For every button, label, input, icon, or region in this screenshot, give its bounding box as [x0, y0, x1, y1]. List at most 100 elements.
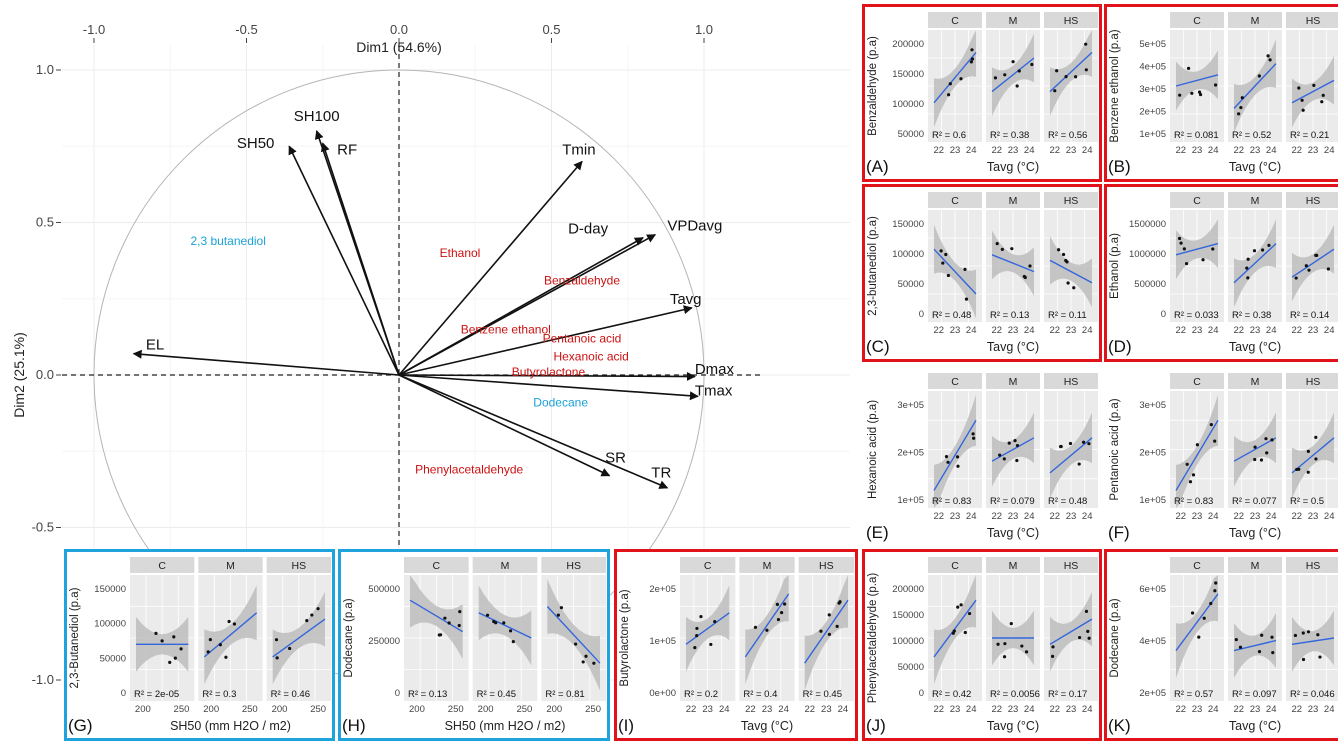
facet-strip-label: C [704, 560, 712, 572]
data-point [1058, 444, 1063, 449]
panel-x-axis-title: Tavg (°C) [987, 526, 1039, 540]
regression-line [1175, 74, 1219, 87]
panel-x-tick-label: 22 [934, 145, 945, 156]
panel-x-tick-label: 22 [1292, 704, 1303, 715]
r-squared-label: R² = 0.46 [271, 689, 310, 700]
data-point [695, 626, 699, 631]
panel-x-axis-title: Tavg (°C) [1229, 340, 1281, 354]
panel-x-tick-label: 23 [1066, 325, 1077, 336]
panel-x-tick-label: 23 [1308, 511, 1319, 522]
panel-y-tick-label: 200000 [892, 584, 924, 595]
regression-line [1049, 618, 1093, 645]
facet-strip [1044, 373, 1098, 389]
panel-y-axis-title: Butyrolactone (p.a) [619, 589, 631, 686]
regression-line [804, 599, 849, 664]
r-squared-label: R² = 0.45 [803, 689, 842, 700]
data-point [1003, 73, 1007, 77]
panel-x-tick-label: 23 [1192, 704, 1203, 715]
panel-y-tick-label: 100000 [892, 99, 924, 110]
y-tick-label: 0.0 [36, 367, 54, 382]
data-point [1015, 443, 1020, 448]
data-point [1017, 69, 1021, 73]
vector-tavg [398, 305, 693, 376]
regression-line [203, 612, 258, 658]
panel-x-tick-label: 24 [1324, 704, 1335, 715]
panel-x-tick-label: 24 [1082, 325, 1093, 336]
data-point [1053, 89, 1057, 93]
data-point [1209, 601, 1213, 606]
confidence-band [1176, 575, 1218, 678]
regression-line [1049, 259, 1093, 284]
panel-x-tick-label: 22 [1050, 145, 1061, 156]
facet-strip [1170, 557, 1224, 573]
panel-x-tick-label: 22 [1292, 325, 1303, 336]
r-squared-label: R² = 0.48 [1048, 496, 1087, 507]
r-squared-label: R² = 2e-05 [134, 689, 179, 700]
panel-frame [862, 184, 1102, 362]
r-squared-label: R² = 0.077 [1232, 496, 1277, 507]
facet-strip [1286, 557, 1338, 573]
data-point [1252, 249, 1257, 253]
vector-label: D-day [568, 221, 609, 238]
confidence-band [410, 575, 463, 660]
data-point [208, 637, 212, 642]
regression-line [1049, 51, 1093, 93]
data-point [556, 613, 560, 617]
panel-y-axis-title: Dodecane (p.a) [343, 598, 355, 677]
data-point [1271, 651, 1275, 655]
panel-x-tick-label: 22 [992, 704, 1003, 715]
data-point [1213, 439, 1217, 443]
facet-strip-label: HS [1064, 376, 1079, 388]
r-squared-label: R² = 0.38 [990, 130, 1029, 141]
facet-strip [986, 557, 1040, 573]
panel-x-tick-label: 22 [1292, 145, 1303, 156]
data-point [1086, 629, 1090, 633]
facet-strip-label: HS [566, 560, 581, 572]
data-point [946, 273, 951, 278]
y-axis-title: Dim2 (25.1%) [11, 332, 27, 418]
data-point [1190, 91, 1194, 95]
vector-tmin [398, 160, 583, 376]
data-point [956, 464, 960, 468]
panel-letter: (J) [866, 716, 886, 735]
panel-y-tick-label: 50000 [898, 129, 924, 140]
facet-strip-label: C [951, 560, 959, 572]
data-point [939, 249, 943, 253]
data-point [775, 602, 780, 606]
panel-y-axis-title: Ethanol (p.a) [1109, 233, 1121, 299]
panel-x-tick-label: 22 [934, 704, 945, 715]
panel-x-tick-label: 22 [1050, 704, 1061, 715]
vector-label: VPDavg [667, 218, 722, 235]
panel-letter: (C) [866, 337, 890, 356]
data-point [1209, 423, 1213, 427]
data-point [996, 642, 1000, 646]
data-point [1246, 257, 1250, 261]
facet-panel: Phenylacetaldehyde (p.a) 200000 150000 1000… [862, 549, 1102, 741]
data-point [1306, 630, 1311, 634]
panel-x-tick-label: 250 [310, 704, 326, 715]
panel-x-tick-label: 24 [966, 511, 977, 522]
panel-x-tick-label: 22 [934, 511, 945, 522]
x-tick-label: -0.5 [235, 22, 257, 37]
data-point [1270, 438, 1274, 442]
panel-x-tick-label: 22 [745, 704, 756, 715]
panel-y-tick-label: 6e+05 [1139, 584, 1166, 595]
panel-letter: (B) [1108, 157, 1131, 176]
vector-dmax [398, 371, 696, 381]
data-point [232, 622, 237, 626]
facet-strip-label: C [951, 15, 959, 27]
r-squared-label: R² = 0.81 [545, 689, 584, 700]
data-point [316, 607, 320, 611]
data-point [1009, 621, 1013, 626]
facet-strip [1286, 192, 1338, 208]
data-point [1270, 635, 1274, 639]
panel-x-tick-label: 24 [966, 325, 977, 336]
panel-x-tick-label: 23 [821, 704, 832, 715]
panel-x-tick-label: 22 [1176, 704, 1187, 715]
r-squared-label: R² = 0.079 [990, 496, 1035, 507]
data-point [948, 82, 952, 86]
facet-strip-label: M [1009, 560, 1018, 572]
r-squared-label: R² = 0.42 [932, 689, 971, 700]
data-point [1195, 443, 1200, 447]
panel-x-axis-title: Tavg (°C) [987, 719, 1039, 733]
